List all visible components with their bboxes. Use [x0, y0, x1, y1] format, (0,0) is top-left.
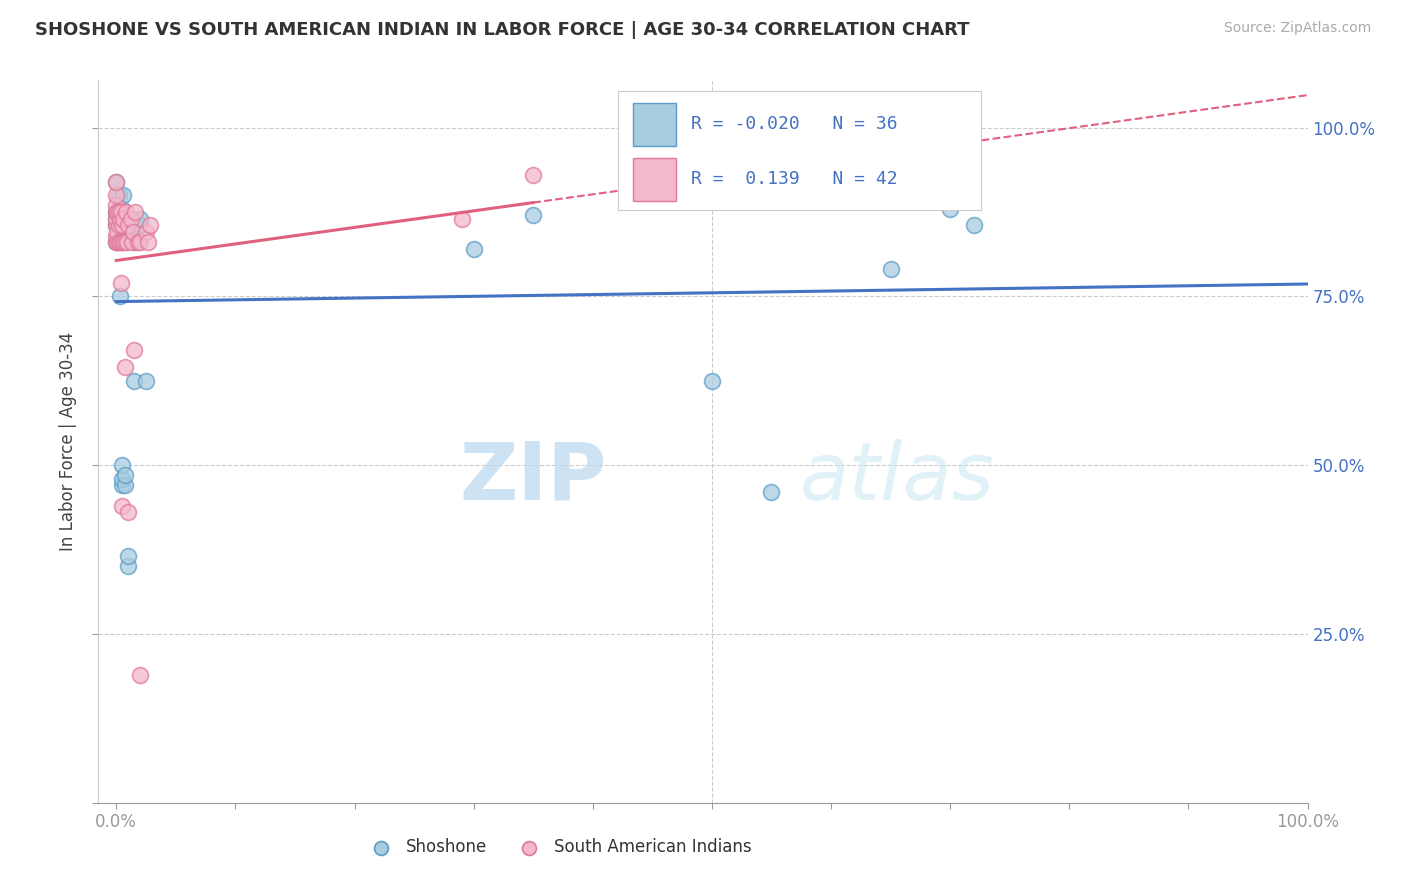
Point — [129, 211, 152, 226]
Point — [117, 505, 139, 519]
Point — [700, 374, 723, 388]
Point — [112, 188, 135, 202]
Point — [105, 211, 128, 226]
Text: ZIP: ZIP — [458, 439, 606, 516]
Point — [129, 667, 152, 681]
Text: Source: ZipAtlas.com: Source: ZipAtlas.com — [1223, 21, 1371, 35]
Point — [105, 175, 128, 189]
Point — [111, 202, 134, 216]
Point — [879, 262, 901, 277]
Point — [105, 205, 128, 219]
Point — [129, 219, 152, 233]
Point — [105, 188, 128, 202]
Point — [761, 485, 783, 500]
Point — [111, 219, 134, 233]
Point — [111, 499, 134, 513]
Point — [108, 219, 131, 233]
Point — [939, 202, 962, 216]
Point — [115, 219, 138, 233]
Point — [122, 225, 145, 239]
Point — [111, 458, 134, 472]
Point — [107, 225, 129, 239]
Point — [105, 198, 128, 212]
Point — [522, 168, 544, 182]
Point — [117, 219, 139, 233]
Point — [129, 235, 152, 250]
Point — [107, 202, 129, 216]
Legend: Shoshone, South American Indians: Shoshone, South American Indians — [357, 831, 758, 863]
Point — [114, 205, 136, 219]
Point — [114, 478, 136, 492]
Point — [450, 211, 472, 226]
Point — [105, 235, 128, 250]
Point — [124, 235, 146, 250]
Point — [463, 242, 485, 256]
Point — [963, 219, 986, 233]
Point — [108, 235, 131, 250]
Point — [522, 208, 544, 222]
Point — [108, 289, 131, 303]
Point — [122, 374, 145, 388]
Point — [138, 235, 160, 250]
Point — [120, 211, 142, 226]
Point — [105, 205, 128, 219]
Point — [112, 235, 135, 250]
Point — [115, 235, 138, 250]
Point — [135, 374, 157, 388]
Point — [110, 276, 132, 290]
Point — [110, 205, 132, 219]
Point — [117, 549, 139, 564]
Point — [114, 468, 136, 483]
Point — [107, 219, 129, 233]
Point — [105, 219, 128, 233]
Point — [124, 205, 146, 219]
Point — [121, 235, 143, 250]
Point — [111, 235, 134, 250]
Point — [114, 235, 136, 250]
Point — [108, 211, 131, 226]
Point — [107, 188, 129, 202]
Point — [138, 219, 160, 233]
Y-axis label: In Labor Force | Age 30-34: In Labor Force | Age 30-34 — [59, 332, 77, 551]
Point — [135, 225, 157, 239]
Point — [105, 211, 128, 226]
Point — [107, 205, 129, 219]
Point — [112, 211, 135, 226]
Point — [110, 235, 132, 250]
Point — [111, 472, 134, 486]
Point — [112, 215, 135, 229]
Point — [105, 219, 128, 233]
Point — [105, 235, 128, 250]
Text: atlas: atlas — [800, 439, 994, 516]
Point — [125, 232, 148, 246]
Point — [117, 559, 139, 574]
Point — [117, 219, 139, 233]
Point — [105, 175, 128, 189]
Point — [107, 235, 129, 250]
Text: SHOSHONE VS SOUTH AMERICAN INDIAN IN LABOR FORCE | AGE 30-34 CORRELATION CHART: SHOSHONE VS SOUTH AMERICAN INDIAN IN LAB… — [35, 21, 970, 38]
Point — [105, 228, 128, 243]
Point — [107, 205, 129, 219]
Point — [114, 360, 136, 375]
Point — [127, 235, 149, 250]
Point — [114, 215, 136, 229]
Point — [111, 478, 134, 492]
Point — [107, 235, 129, 250]
Point — [122, 343, 145, 358]
